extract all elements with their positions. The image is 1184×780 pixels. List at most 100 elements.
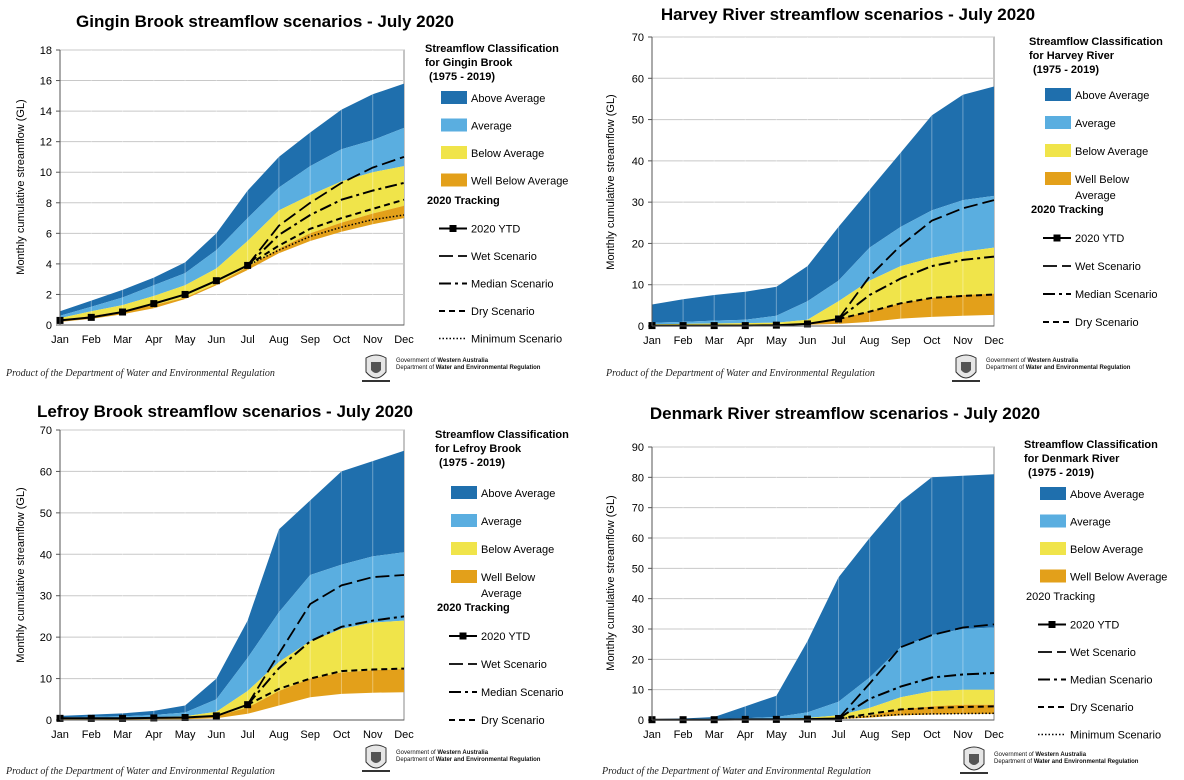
y-tick-label: 20 <box>632 654 644 666</box>
x-tick-label: Dec <box>394 729 414 741</box>
legend-title-line: (1975 - 2019) <box>439 457 505 469</box>
chart-denmark: Denmark River streamflow scenarios - Jul… <box>605 404 1167 742</box>
y-tick-label: 40 <box>40 549 52 561</box>
x-tick-label: Jul <box>832 335 846 347</box>
chart-gingin: Gingin Brook streamflow scenarios - July… <box>15 12 568 346</box>
y-tick-label: 14 <box>40 106 52 118</box>
y-tick-label: 30 <box>632 197 644 209</box>
legend-swatch <box>1040 514 1066 528</box>
legend-label: 2020 YTD <box>481 631 530 643</box>
wa-crest-logo <box>960 746 988 774</box>
legend-swatch <box>1040 569 1066 583</box>
x-tick-label: Feb <box>674 335 693 347</box>
y-axis-label: Monthly cumulative streamflow (GL) <box>605 495 617 670</box>
legend-label: Below Average <box>1070 544 1143 556</box>
gov-line2-prefix: Department of <box>986 365 1026 371</box>
y-tick-label: 40 <box>632 156 644 168</box>
y-tick-label: 16 <box>40 76 52 88</box>
band-average <box>652 195 994 325</box>
y-tick-label: 6 <box>46 228 52 240</box>
band-above-average <box>652 474 994 720</box>
legend-swatch <box>1045 172 1071 185</box>
legend-label: Median Scenario <box>1070 675 1153 687</box>
legend-label: Well Below Average <box>1070 572 1167 584</box>
legend-label: Wet Scenario <box>1070 647 1136 659</box>
legend-swatch <box>441 118 467 132</box>
x-tick-label: Jan <box>643 335 661 347</box>
legend-label: Minimum Scenario <box>1070 730 1161 742</box>
legend-marker <box>459 632 467 640</box>
gov-line2-prefix: Department of <box>994 759 1034 765</box>
legend-title-line: Streamflow Classification <box>1024 439 1158 451</box>
ytd-point-marker <box>772 715 780 723</box>
band-below-average <box>652 689 994 720</box>
legend-label: Well Below Average <box>471 176 568 188</box>
x-tick-label: Oct <box>923 335 940 347</box>
legend-label: Below Average <box>471 148 544 160</box>
gov-line1-bold: Western Australia <box>1035 752 1087 758</box>
legend-swatch <box>1040 542 1066 555</box>
x-tick-label: Jul <box>241 729 255 741</box>
wa-crest-logo <box>362 744 390 772</box>
legend-label: 2020 YTD <box>471 224 520 236</box>
chart-panel-denmark: Denmark River streamflow scenarios - Jul… <box>592 390 1184 780</box>
x-tick-label: Oct <box>333 334 350 346</box>
y-tick-label: 8 <box>46 198 52 210</box>
x-tick-label: Jun <box>207 729 225 741</box>
wa-crest-logo <box>362 354 390 382</box>
y-tick-label: 0 <box>638 715 644 727</box>
y-tick-label: 70 <box>632 32 644 44</box>
legend-label-cont: Average <box>481 588 522 600</box>
y-tick-label: 50 <box>40 508 52 520</box>
series-line-median <box>246 615 405 706</box>
x-tick-label: Dec <box>984 335 1004 347</box>
y-tick-label: 90 <box>632 442 644 454</box>
gov-line2-bold: Water and Environmental Regulation <box>1033 759 1139 765</box>
legend-title-line: Streamflow Classification <box>1029 36 1163 48</box>
y-tick-label: 0 <box>46 320 52 332</box>
legend-label: Median Scenario <box>1075 289 1158 301</box>
wa-crest-logo <box>952 354 980 382</box>
series-line-minimum <box>838 712 995 720</box>
y-tick-label: 10 <box>40 674 52 686</box>
footer-credit: Product of the Department of Water and E… <box>6 368 275 379</box>
ytd-point-marker <box>150 714 158 722</box>
ytd-point-marker <box>772 321 780 329</box>
y-tick-label: 20 <box>632 238 644 250</box>
x-tick-label: Jul <box>832 729 846 741</box>
band-below-average <box>60 166 404 321</box>
x-tick-label: Mar <box>705 335 724 347</box>
band-well-below-average <box>60 669 404 720</box>
x-tick-label: Apr <box>145 334 162 346</box>
gov-branding: Government of Western Australia Departme… <box>396 750 540 764</box>
x-tick-label: Nov <box>953 729 973 741</box>
legend-label: Below Average <box>481 544 554 556</box>
gov-line1-bold: Western Australia <box>437 358 489 364</box>
y-axis-label: Monthly cumulative streamflow (GL) <box>605 94 617 269</box>
gov-line2-prefix: Department of <box>396 757 436 763</box>
y-tick-label: 4 <box>46 259 52 271</box>
gov-branding: Government of Western Australia Departme… <box>994 752 1138 766</box>
legend-label: Above Average <box>481 488 555 500</box>
legend-label: Wet Scenario <box>1075 261 1141 273</box>
x-tick-label: May <box>175 729 196 741</box>
legend-title-line: Streamflow Classification <box>425 43 559 55</box>
series-line-dry <box>838 705 995 720</box>
legend-swatch <box>441 146 467 159</box>
legend-swatch <box>451 570 477 583</box>
series-line-dry <box>247 198 405 267</box>
band-below-average <box>60 620 404 720</box>
x-tick-label: Nov <box>363 334 383 346</box>
gov-branding: Government of Western Australia Departme… <box>986 358 1130 372</box>
gov-line2-bold: Water and Environmental Regulation <box>435 365 541 371</box>
legend-title-line: (1975 - 2019) <box>429 71 495 83</box>
legend-marker <box>1053 234 1061 242</box>
y-tick-label: 30 <box>632 624 644 636</box>
band-above-average <box>652 86 994 323</box>
legend-marker <box>449 225 457 232</box>
chart-panel-lefroy: Lefroy Brook streamflow scenarios - July… <box>0 390 592 780</box>
y-tick-label: 18 <box>40 45 52 57</box>
y-tick-label: 70 <box>40 425 52 437</box>
y-tick-label: 50 <box>632 563 644 575</box>
legend-label: Dry Scenario <box>471 306 535 318</box>
